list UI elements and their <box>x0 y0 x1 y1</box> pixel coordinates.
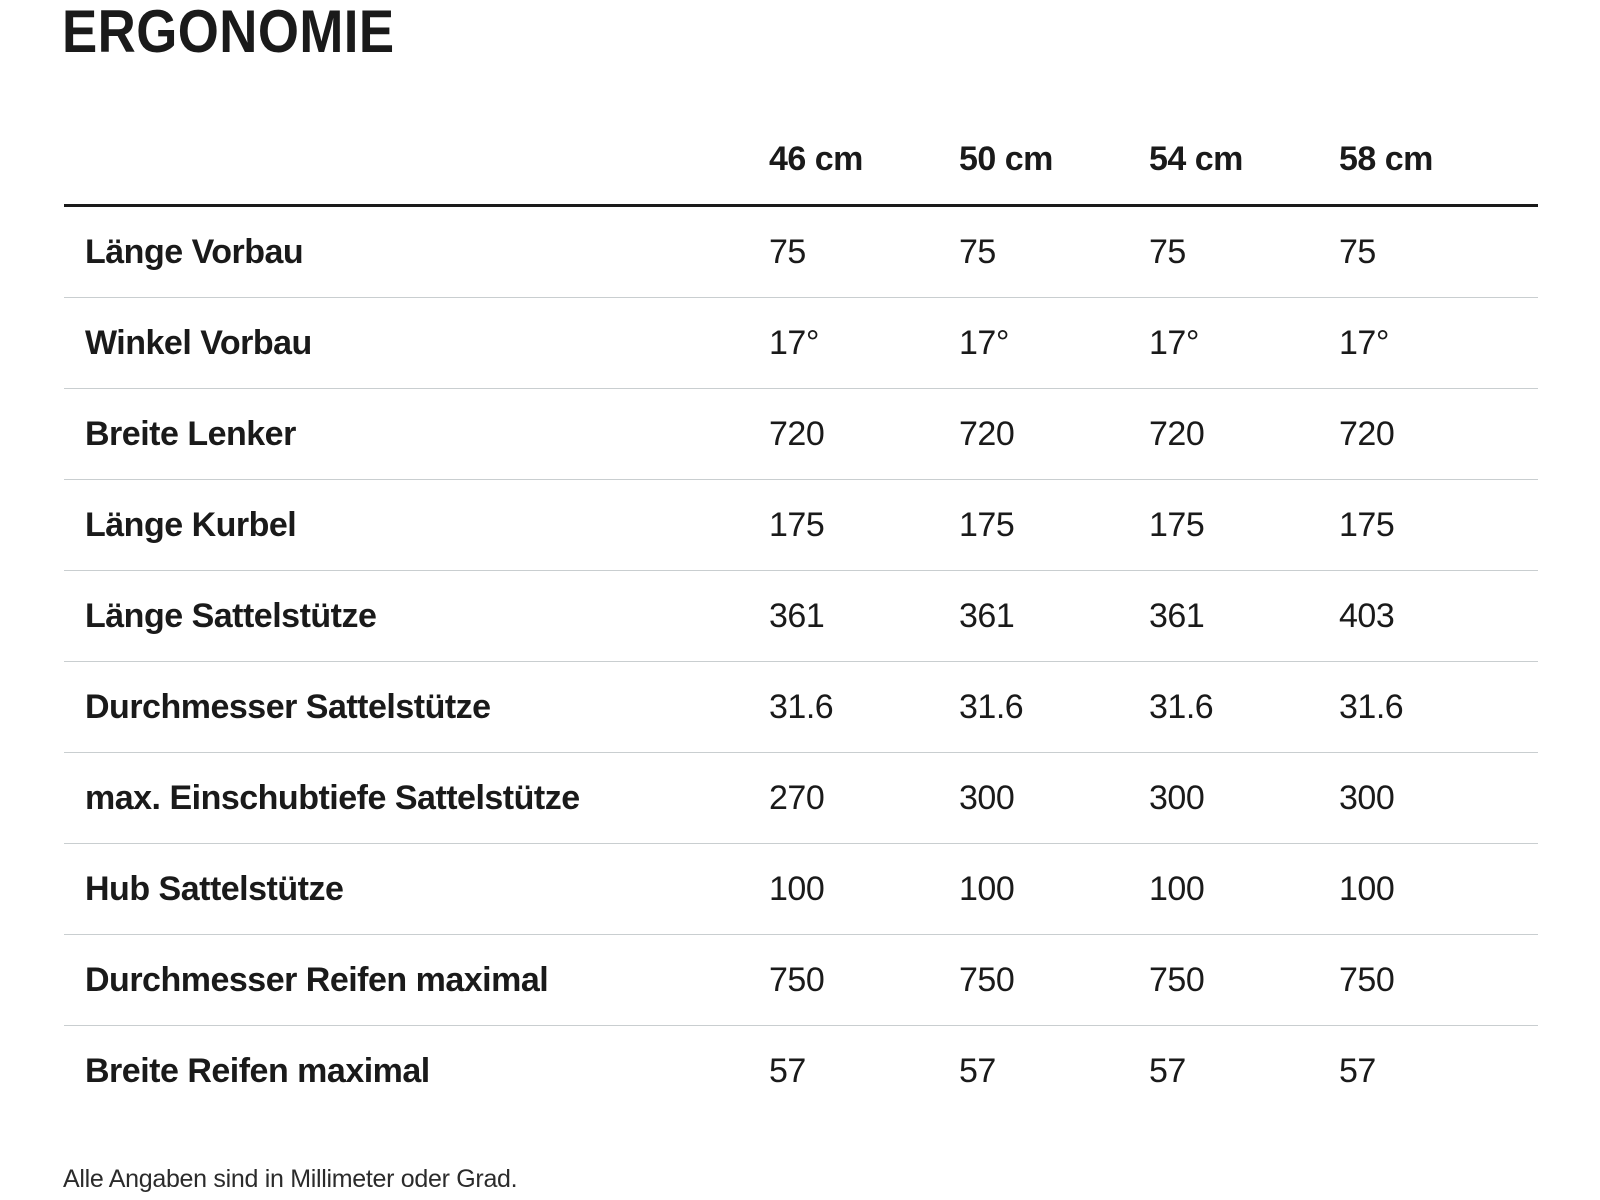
ergonomics-spec-table: 46 cm 50 cm 54 cm 58 cm Länge Vorbau 75 … <box>64 138 1538 1116</box>
spec-value-cell: 57 <box>959 1052 996 1090</box>
spec-value-cell: 300 <box>959 752 1149 844</box>
spec-value-cell: 175 <box>1149 479 1339 571</box>
spec-value-cell: 100 <box>1339 843 1538 935</box>
spec-row-label: Breite Reifen maximal <box>85 1052 430 1090</box>
spec-row-label: Länge Sattelstütze <box>64 570 769 662</box>
spec-value-cell: 75 <box>959 205 1149 298</box>
spec-value-cell: 75 <box>769 205 959 298</box>
spec-value-cell: 300 <box>1149 752 1339 844</box>
spec-value-cell: 361 <box>769 570 959 662</box>
spec-value-cell: 31.6 <box>959 661 1149 753</box>
table-row-breite-lenker: Breite Lenker 720 720 720 720 <box>64 388 1538 480</box>
spec-value-cell: 57 <box>1149 1052 1186 1090</box>
spec-value-cell: 720 <box>1339 388 1538 480</box>
spec-value-cell: 175 <box>1339 479 1538 571</box>
table-row-hub-sattelstuetze: Hub Sattelstütze 100 100 100 100 <box>64 843 1538 935</box>
spec-value-cell: 17° <box>769 297 959 389</box>
spec-value-cell: 57 <box>1339 1052 1376 1090</box>
table-row-laenge-kurbel: Länge Kurbel 175 175 175 175 <box>64 479 1538 571</box>
size-column-header-54: 54 cm <box>1149 138 1339 207</box>
spec-value-cell: 31.6 <box>1149 661 1339 753</box>
size-column-header-50: 50 cm <box>959 138 1149 207</box>
spec-value-cell: 750 <box>769 934 959 1026</box>
spec-value-cell: 720 <box>769 388 959 480</box>
spec-row-label: Hub Sattelstütze <box>64 843 769 935</box>
spec-value-cell: 403 <box>1339 570 1538 662</box>
spec-value-cell: 75 <box>1339 205 1538 298</box>
spec-row-label: Länge Vorbau <box>64 205 769 298</box>
table-row-max-einschubtiefe-sattelstuetze: max. Einschubtiefe Sattelstütze 270 300 … <box>64 752 1538 844</box>
table-row-laenge-sattelstuetze: Länge Sattelstütze 361 361 361 403 <box>64 570 1538 662</box>
spec-value-cell: 300 <box>1339 752 1538 844</box>
spec-value-cell: 57 <box>769 1052 806 1090</box>
spec-value-cell: 31.6 <box>1339 661 1538 753</box>
spec-value-cell: 361 <box>1149 570 1339 662</box>
spec-row-label: Winkel Vorbau <box>64 297 769 389</box>
spec-value-cell: 31.6 <box>769 661 959 753</box>
spec-value-cell: 750 <box>959 934 1149 1026</box>
spec-value-cell: 100 <box>959 843 1149 935</box>
spec-value-cell: 100 <box>1149 843 1339 935</box>
spec-row-label: Länge Kurbel <box>64 479 769 571</box>
spec-value-cell: 75 <box>1149 205 1339 298</box>
header-row: 46 cm 50 cm 54 cm 58 cm <box>64 138 1538 207</box>
spec-row-label: Breite Lenker <box>64 388 769 480</box>
spec-value-cell: 270 <box>769 752 959 844</box>
spec-value-cell: 100 <box>769 843 959 935</box>
spec-value-cell: 361 <box>959 570 1149 662</box>
spec-table-header: 46 cm 50 cm 54 cm 58 cm <box>64 138 1538 207</box>
spec-row-label: max. Einschubtiefe Sattelstütze <box>64 752 769 844</box>
spec-value-cell: 17° <box>1339 297 1538 389</box>
spec-value-cell: 17° <box>959 297 1149 389</box>
table-row-durchmesser-sattelstuetze: Durchmesser Sattelstütze 31.6 31.6 31.6 … <box>64 661 1538 753</box>
page-title: ERGONOMIE <box>62 0 395 65</box>
spec-row-label: Durchmesser Sattelstütze <box>64 661 769 753</box>
size-column-header-46: 46 cm <box>769 138 959 207</box>
table-row-durchmesser-reifen-maximal: Durchmesser Reifen maximal 750 750 750 7… <box>64 934 1538 1026</box>
table-row-breite-reifen-maximal: Breite Reifen maximal 57 57 57 57 <box>64 1026 1538 1117</box>
spec-row-label: Durchmesser Reifen maximal <box>64 934 769 1026</box>
header-empty-cell <box>64 138 769 207</box>
size-column-header-58: 58 cm <box>1339 138 1538 207</box>
spec-value-cell: 720 <box>959 388 1149 480</box>
spec-value-cell: 17° <box>1149 297 1339 389</box>
spec-value-cell: 175 <box>959 479 1149 571</box>
table-row-laenge-vorbau: Länge Vorbau 75 75 75 75 <box>64 205 1538 298</box>
spec-table-body: Länge Vorbau 75 75 75 75 Winkel Vorbau 1… <box>64 205 1538 1117</box>
spec-value-cell: 175 <box>769 479 959 571</box>
table-row-winkel-vorbau: Winkel Vorbau 17° 17° 17° 17° <box>64 297 1538 389</box>
spec-value-cell: 750 <box>1339 934 1538 1026</box>
spec-value-cell: 720 <box>1149 388 1339 480</box>
units-footnote: Alle Angaben sind in Millimeter oder Gra… <box>63 1165 518 1193</box>
spec-value-cell: 750 <box>1149 934 1339 1026</box>
